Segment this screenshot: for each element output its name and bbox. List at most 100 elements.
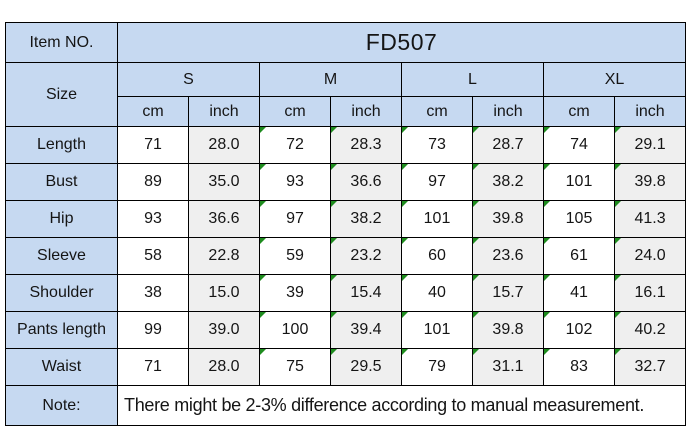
header-section: Item NO. FD507 Size S M L XL cm inch cm …: [5, 22, 687, 127]
unit-header-l-cm: cm: [401, 96, 473, 127]
cell-value: 28.7: [492, 136, 524, 153]
cell-value: 83: [570, 358, 588, 375]
cell-value: 72: [286, 136, 304, 153]
cell-flag-icon: [402, 349, 408, 355]
cell-flag-icon: [544, 127, 550, 133]
note-label-cell: Note:: [5, 385, 118, 426]
cell-flag-icon: [402, 127, 408, 133]
cell-value: 23.2: [350, 247, 382, 264]
cell-pants-length-s-inch: 39.0: [188, 311, 260, 349]
cell-value: 15.4: [350, 284, 382, 301]
cell-bust-l-cm: 97: [401, 163, 473, 201]
cell-value: 41: [570, 284, 588, 301]
cell-value: 97: [428, 173, 446, 190]
cell-value: 22.8: [208, 247, 240, 264]
cell-value: 24.0: [634, 247, 666, 264]
cell-flag-icon: [331, 164, 337, 170]
cell-value: 105: [565, 210, 593, 227]
cell-flag-icon: [331, 127, 337, 133]
note-text-cell: There might be 2-3% difference according…: [116, 385, 687, 426]
cell-shoulder-l-inch: 15.7: [472, 274, 544, 312]
cell-hip-l-inch: 39.8: [472, 200, 544, 238]
unit-header-s-inch: inch: [188, 96, 260, 127]
cell-length-s-cm: 71: [117, 126, 189, 164]
cell-flag-icon: [260, 275, 266, 281]
cell-bust-l-inch: 38.2: [472, 163, 544, 201]
cell-flag-icon: [260, 238, 266, 244]
cell-sleeve-m-inch: 23.2: [330, 237, 402, 275]
cell-sleeve-m-cm: 59: [259, 237, 331, 275]
cell-value: 15.7: [492, 284, 524, 301]
cell-flag-icon: [473, 312, 479, 318]
unit-header-xl-cm: cm: [543, 96, 615, 127]
cell-sleeve-s-inch: 22.8: [188, 237, 260, 275]
size-group-row: Size S M L XL: [5, 62, 687, 127]
cell-flag-icon: [260, 164, 266, 170]
unit-header-xl-inch: inch: [613, 96, 687, 127]
unit-header-m-cm: cm: [259, 96, 331, 127]
cell-bust-xl-cm: 101: [543, 163, 615, 201]
cell-value: 61: [570, 247, 588, 264]
cell-flag-icon: [544, 275, 550, 281]
cell-length-xl-cm: 74: [543, 126, 615, 164]
cell-sleeve-l-inch: 23.6: [472, 237, 544, 275]
cell-flag-icon: [544, 238, 550, 244]
cell-value: 75: [286, 358, 304, 375]
cell-waist-l-inch: 31.1: [472, 348, 544, 386]
measurements-section: Length 71 28.0 72 28.3 73 28.7 74 29.1 Bust 89 35.0…: [5, 126, 687, 386]
row-label-waist: Waist: [5, 348, 118, 386]
cell-flag-icon: [331, 349, 337, 355]
cell-flag-icon: [260, 349, 266, 355]
cell-value: 40: [428, 284, 446, 301]
cell-value: 36.6: [350, 173, 382, 190]
size-chart: Item NO. FD507 Size S M L XL cm inch cm …: [5, 22, 687, 426]
cell-value: 101: [423, 210, 451, 227]
cell-flag-icon: [473, 164, 479, 170]
cell-flag-icon: [331, 312, 337, 318]
cell-shoulder-xl-inch: 16.1: [613, 274, 687, 312]
unit-header-s-cm: cm: [117, 96, 189, 127]
cell-bust-s-cm: 89: [117, 163, 189, 201]
cell-length-xl-inch: 29.1: [613, 126, 687, 164]
cell-flag-icon: [615, 349, 621, 355]
cell-pants-length-m-inch: 39.4: [330, 311, 402, 349]
cell-value: 93: [144, 210, 162, 227]
cell-value: 28.0: [208, 136, 240, 153]
cell-waist-xl-cm: 83: [543, 348, 615, 386]
cell-shoulder-l-cm: 40: [401, 274, 473, 312]
cell-bust-s-inch: 35.0: [188, 163, 260, 201]
cell-length-s-inch: 28.0: [188, 126, 260, 164]
cell-value: 16.1: [634, 284, 666, 301]
cell-value: 40.2: [634, 321, 666, 338]
cell-value: 39.8: [492, 210, 524, 227]
size-chart-table: Item NO. FD507 Size S M L XL cm inch cm …: [5, 22, 687, 426]
cell-sleeve-xl-cm: 61: [543, 237, 615, 275]
cell-bust-xl-inch: 39.8: [613, 163, 687, 201]
cell-value: 38: [144, 284, 162, 301]
cell-value: 31.1: [492, 358, 524, 375]
cell-flag-icon: [615, 164, 621, 170]
cell-waist-xl-inch: 32.7: [613, 348, 687, 386]
cell-waist-s-inch: 28.0: [188, 348, 260, 386]
cell-flag-icon: [402, 275, 408, 281]
cell-shoulder-s-cm: 38: [117, 274, 189, 312]
measurement-row-bust: Bust 89 35.0 93 36.6 97 38.2 101 39.8: [5, 163, 687, 201]
cell-flag-icon: [402, 201, 408, 207]
cell-flag-icon: [544, 164, 550, 170]
cell-value: 60: [428, 247, 446, 264]
cell-flag-icon: [544, 201, 550, 207]
cell-pants-length-xl-inch: 40.2: [613, 311, 687, 349]
cell-hip-xl-inch: 41.3: [613, 200, 687, 238]
item-no-row: Item NO. FD507: [5, 22, 687, 63]
cell-pants-length-l-cm: 101: [401, 311, 473, 349]
cell-flag-icon: [260, 312, 266, 318]
cell-flag-icon: [260, 201, 266, 207]
cell-value: 28.3: [350, 136, 382, 153]
cell-value: 32.7: [634, 358, 666, 375]
cell-pants-length-l-inch: 39.8: [472, 311, 544, 349]
cell-value: 89: [144, 173, 162, 190]
cell-flag-icon: [615, 201, 621, 207]
cell-shoulder-xl-cm: 41: [543, 274, 615, 312]
cell-hip-m-inch: 38.2: [330, 200, 402, 238]
note-section: Note: There might be 2-3% difference acc…: [5, 385, 687, 426]
